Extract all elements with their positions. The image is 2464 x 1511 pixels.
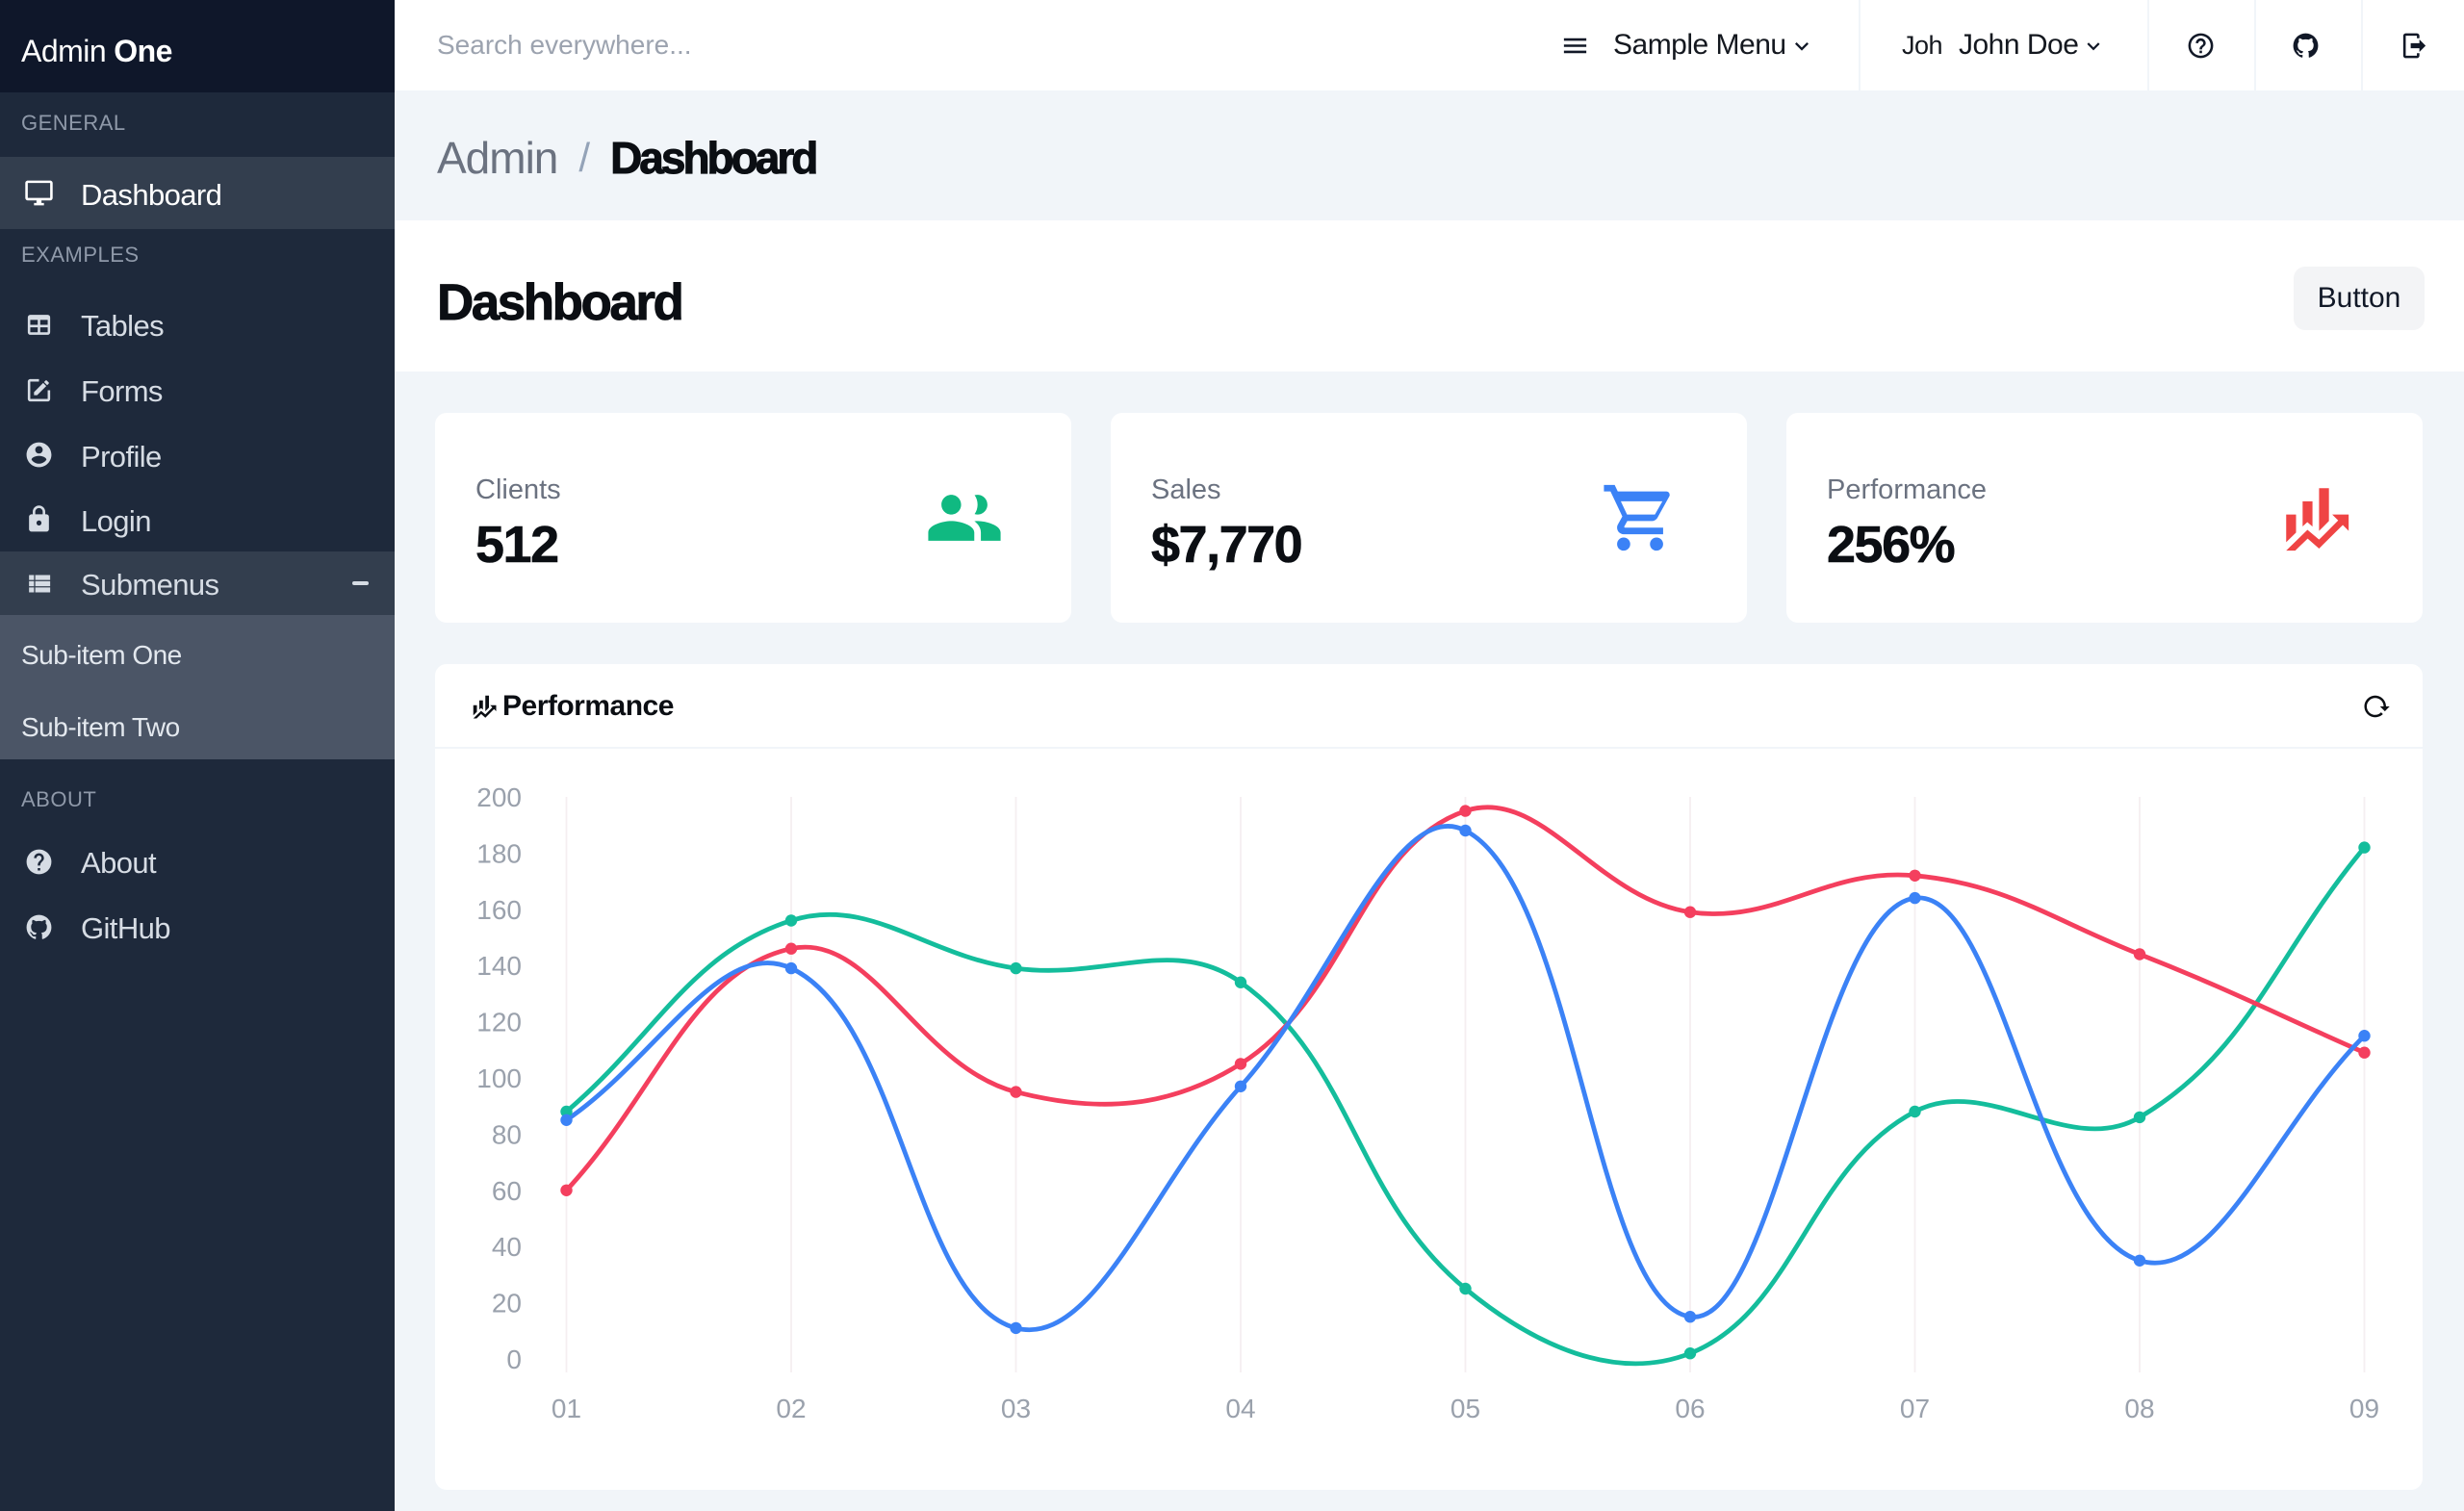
svg-text:100: 100 <box>476 1063 522 1093</box>
svg-text:08: 08 <box>2124 1394 2154 1423</box>
svg-text:04: 04 <box>1225 1394 1255 1423</box>
svg-text:200: 200 <box>476 782 522 812</box>
svg-text:09: 09 <box>2349 1394 2379 1423</box>
svg-text:120: 120 <box>476 1008 522 1037</box>
svg-text:07: 07 <box>1900 1394 1930 1423</box>
svg-text:180: 180 <box>476 838 522 868</box>
svg-text:140: 140 <box>476 951 522 981</box>
svg-text:60: 60 <box>492 1176 522 1206</box>
svg-text:0: 0 <box>506 1345 522 1374</box>
svg-text:05: 05 <box>1450 1394 1480 1423</box>
svg-text:02: 02 <box>776 1394 806 1423</box>
svg-text:06: 06 <box>1675 1394 1705 1423</box>
svg-text:160: 160 <box>476 895 522 925</box>
svg-text:20: 20 <box>492 1289 522 1319</box>
svg-text:01: 01 <box>552 1394 581 1423</box>
svg-text:80: 80 <box>492 1119 522 1149</box>
svg-text:03: 03 <box>1001 1394 1031 1423</box>
svg-text:40: 40 <box>492 1232 522 1262</box>
